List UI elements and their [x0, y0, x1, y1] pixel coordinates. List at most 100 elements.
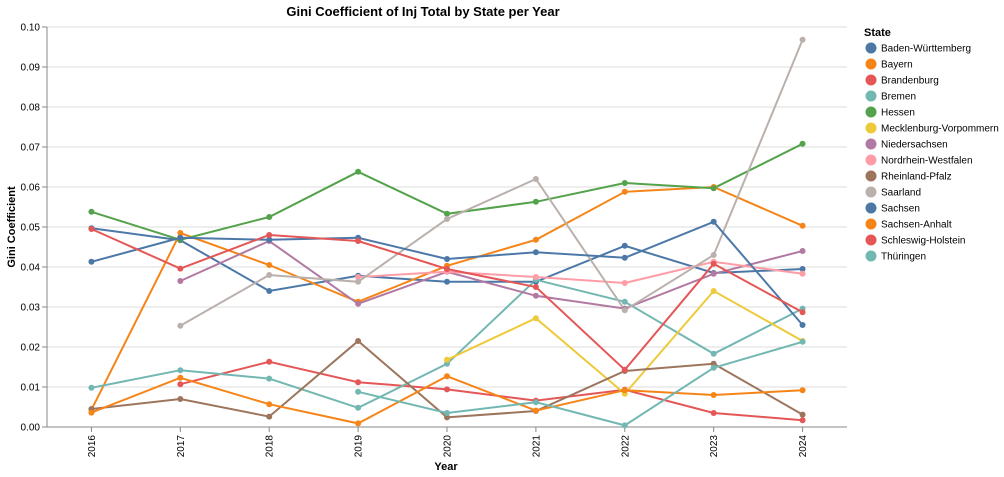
data-point	[88, 208, 95, 215]
legend-label: Schleswig-Holstein	[881, 236, 965, 247]
legend-item: Mecklenburg-Vorpommern	[865, 122, 999, 135]
y-tick-label: 0.08	[21, 103, 41, 114]
y-tick-label: 0.01	[21, 383, 41, 394]
legend-swatch	[865, 122, 877, 134]
data-point	[621, 280, 628, 286]
x-tick-label: 2020	[443, 435, 454, 458]
legend-item: Brandenburg	[865, 74, 939, 87]
legend-item: Schleswig-Holstein	[865, 234, 965, 247]
data-point	[355, 274, 362, 280]
data-point	[532, 315, 539, 322]
series-lines	[90, 39, 804, 427]
legend-label: Nordrhein-Westfalen	[881, 156, 973, 167]
y-tick-label: 0.10	[21, 23, 41, 34]
chart-title: Gini Coefficient of Inj Total by State p…	[286, 4, 559, 19]
x-tick-label: 2021	[531, 435, 542, 458]
y-axis-title: Gini Coefficient	[6, 186, 18, 268]
data-point	[266, 232, 273, 238]
data-point	[177, 230, 184, 236]
data-point	[266, 262, 273, 268]
data-point	[710, 260, 717, 267]
legend-label: Brandenburg	[881, 76, 939, 87]
data-point	[621, 242, 628, 249]
x-axis-title: Year	[434, 461, 458, 473]
data-point	[621, 366, 628, 373]
data-point	[710, 185, 717, 192]
series-line-2	[180, 360, 803, 422]
data-point	[799, 387, 806, 394]
data-point	[799, 417, 806, 424]
legend-swatch	[865, 234, 877, 246]
x-tick-label: 2018	[265, 435, 276, 458]
legend-swatch	[865, 186, 877, 198]
series-line-9	[179, 39, 804, 327]
legend-item: Saarland	[865, 186, 921, 199]
y-tick-label: 0.03	[21, 303, 41, 314]
legend-swatch	[865, 58, 877, 70]
legend-title: State	[864, 27, 891, 39]
legend-item: Baden-Württemberg	[865, 42, 971, 55]
legend-swatch	[865, 154, 877, 166]
legend-label: Thüringen	[881, 252, 926, 263]
data-point	[532, 249, 539, 256]
legend-item: Bremen	[865, 90, 916, 103]
data-point	[621, 298, 628, 305]
data-point	[799, 248, 806, 254]
data-point	[710, 288, 717, 294]
legend-item: Sachsen-Anhalt	[865, 218, 952, 231]
data-point	[532, 292, 539, 299]
data-point	[355, 300, 362, 307]
data-point	[355, 420, 362, 427]
data-point	[177, 278, 184, 284]
data-point	[532, 284, 539, 290]
x-tick-label: 2024	[798, 435, 809, 458]
data-point	[266, 272, 273, 278]
data-point	[710, 270, 717, 277]
axes: 0.00 0.01 0.02 0.03 0.04 0.05 0.06 0.07 0.08 0.09…	[21, 23, 847, 458]
data-point	[355, 238, 362, 244]
data-point	[355, 379, 362, 386]
y-tick-label: 0.05	[21, 223, 41, 234]
legend-label: Niedersachsen	[881, 140, 948, 151]
legend-swatch	[865, 170, 877, 182]
data-point	[799, 338, 806, 345]
y-tick-label: 0.02	[21, 343, 41, 354]
data-point	[444, 373, 450, 380]
legend-swatch	[865, 90, 877, 102]
data-point	[444, 356, 450, 363]
series-line-6	[179, 239, 803, 310]
legend-item: Thüringen	[865, 250, 926, 263]
legend-item: Niedersachsen	[865, 138, 948, 151]
data-point	[799, 322, 806, 328]
x-tick-label: 2023	[709, 435, 720, 458]
data-point	[88, 384, 95, 391]
data-point	[266, 214, 273, 220]
data-point	[177, 234, 184, 241]
series-line-13	[357, 340, 803, 427]
data-point	[621, 188, 628, 195]
data-point	[355, 404, 362, 411]
data-point	[621, 307, 628, 314]
data-point	[88, 409, 95, 416]
legend: State Baden-Württemberg Bayern Brandenburg…	[864, 27, 999, 263]
x-tick-label: 2022	[620, 435, 631, 458]
data-point	[799, 222, 806, 229]
legend-label: Saarland	[881, 188, 921, 199]
data-point	[355, 278, 362, 285]
data-point	[532, 198, 539, 205]
data-point	[532, 236, 539, 243]
data-point	[710, 364, 717, 371]
data-point	[532, 399, 539, 406]
data-point	[355, 338, 362, 344]
data-point	[177, 367, 184, 374]
data-point	[177, 322, 184, 329]
data-point	[444, 386, 450, 393]
data-point	[444, 410, 450, 416]
data-point	[621, 180, 628, 186]
data-point	[710, 252, 717, 258]
series-line-7	[358, 260, 803, 285]
data-point	[444, 278, 450, 285]
data-point	[266, 236, 273, 243]
legend-swatch	[865, 250, 877, 262]
legend-swatch	[865, 42, 877, 54]
